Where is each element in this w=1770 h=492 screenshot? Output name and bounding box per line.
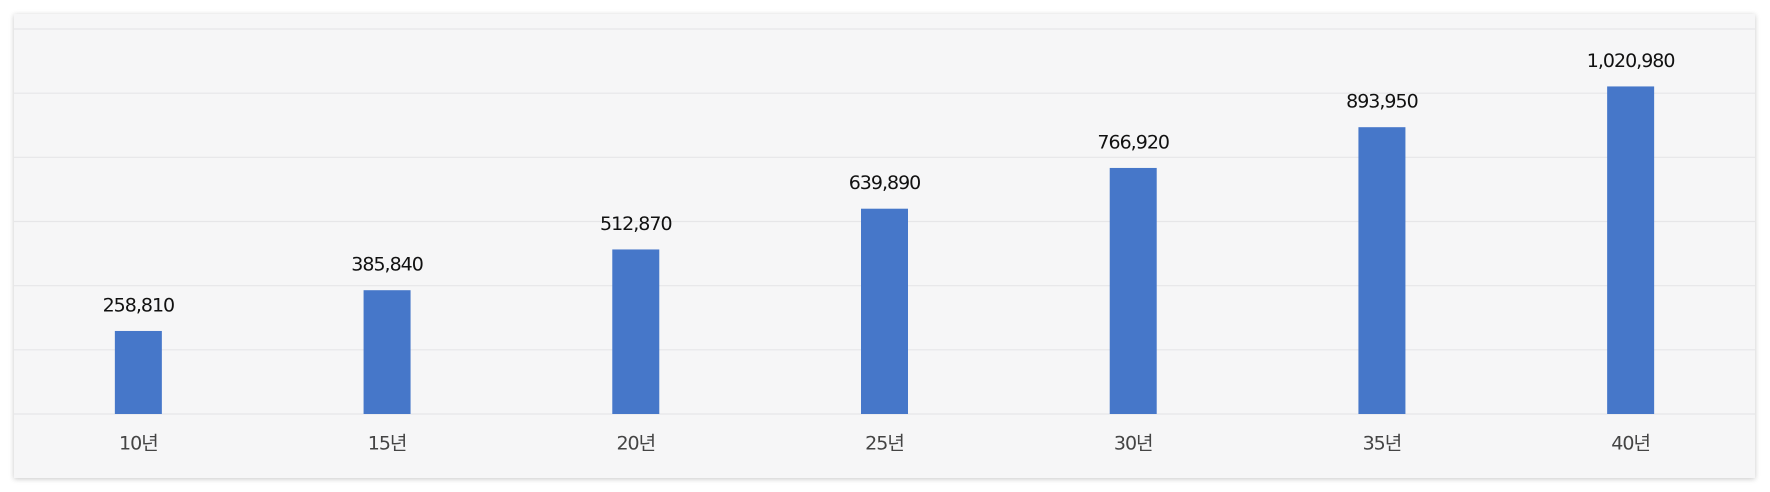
bar xyxy=(861,208,908,414)
bar xyxy=(114,330,162,414)
x-tick-label: 40년 xyxy=(1611,433,1650,455)
x-tick-label: 35년 xyxy=(1363,433,1402,455)
bar xyxy=(612,249,660,414)
x-tick-label: 10년 xyxy=(119,433,158,455)
bar xyxy=(1607,86,1655,415)
value-label: 893,950 xyxy=(1346,91,1418,113)
x-tick-label: 30년 xyxy=(1114,433,1153,455)
value-label: 512,870 xyxy=(600,213,672,235)
value-label: 258,810 xyxy=(103,294,175,316)
bar xyxy=(1358,127,1406,414)
value-label: 1,020,980 xyxy=(1587,50,1675,72)
x-tick-label: 15년 xyxy=(368,433,407,455)
value-label: 385,840 xyxy=(351,254,423,276)
x-tick-label: 25년 xyxy=(865,433,904,455)
x-tick-label: 20년 xyxy=(616,433,655,455)
bar xyxy=(1109,167,1157,414)
value-label: 639,890 xyxy=(849,172,921,194)
bar xyxy=(363,290,411,414)
value-label: 766,920 xyxy=(1097,131,1169,153)
